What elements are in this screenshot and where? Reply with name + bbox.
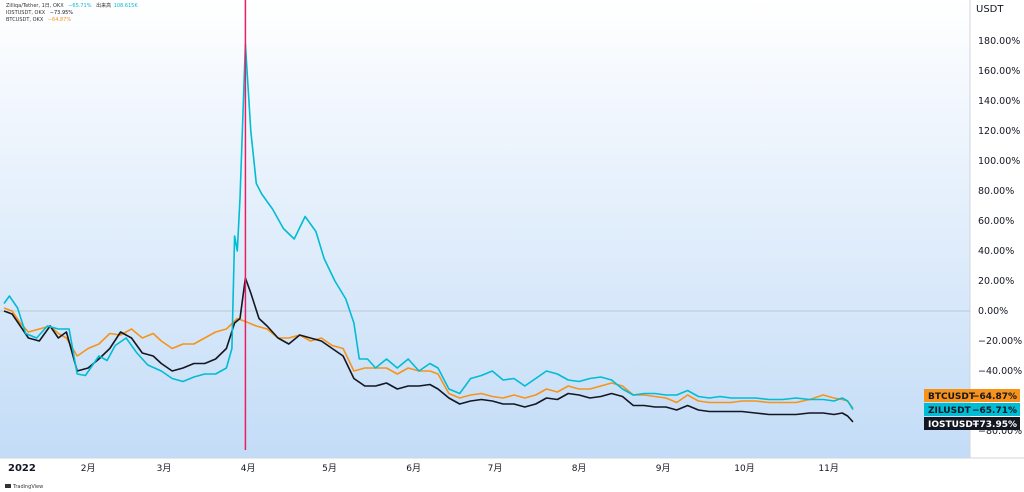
price-scale-background [970,0,1024,458]
series-line-iostusdt [3,277,854,423]
y-tick-label: 20.00% [978,276,1014,287]
badge-symbol: BTCUSDT [928,392,976,402]
badge-value: −73.95% [972,420,1017,430]
legend-volume-value: 108.615K [114,3,139,9]
x-tick-label: 5月 [322,463,337,474]
badge-background [924,389,1020,402]
legend-iost-value: −73.95% [50,10,74,16]
legend-line-iost: IOSTUSDT, OKX −73.95% [6,10,73,16]
badge-symbol: ZILUSDT [928,406,972,416]
y-tick-label: 100.00% [978,156,1020,167]
legend-volume-label: 出来高 [96,2,111,9]
y-axis: 180.00% 160.00% 140.00% 120.00% 100.00% 80.00… [978,36,1022,437]
legend-line-zil: Zilliqa/Tether, 1日, OKX −65.71% 出来高 108.… [6,2,138,9]
y-tick-label: −20.00% [978,336,1022,347]
legend-zil-value: −65.71% [68,3,92,9]
legend: Zilliqa/Tether, 1日, OKX −65.71% 出来高 108.… [6,2,138,23]
legend-line-btc: BTCUSDT, OKX −64.87% [6,17,71,23]
y-unit-label: USDT [976,4,1004,15]
y-tick-label: −40.00% [978,366,1022,377]
legend-zil-prefix: Zilliqa/Tether, 1日, OKX [6,3,64,9]
badge-value: −65.71% [972,406,1017,416]
x-tick-label: 2022 [8,463,36,474]
y-tick-label: 180.00% [978,36,1020,47]
y-tick-label: 0.00% [978,306,1008,317]
x-tick-label: 2月 [81,463,96,474]
x-tick-label: 10月 [734,463,754,474]
x-axis: 2022 2月 3月 4月 5月 6月 7月 8月 9月 10月 11月 [8,463,839,474]
x-tick-label: 9月 [656,463,671,474]
y-tick-label: 120.00% [978,126,1020,137]
badge-btcusdt: BTCUSDT−64.87% [924,389,1020,402]
y-tick-label: 160.00% [978,66,1020,77]
badge-iostusdt: IOSTUSDT−73.95% [924,417,1020,430]
y-tick-label: −80.00% [978,426,1022,437]
y-tick-label: 60.00% [978,216,1014,227]
legend-iost-prefix: IOSTUSDT, OKX [6,10,46,16]
badge-background [924,417,1020,430]
legend-btc-value: −64.87% [48,17,72,23]
badge-symbol: IOSTUSDT [928,420,980,430]
y-tick-label: 140.00% [978,96,1020,107]
badge-value: −64.87% [972,392,1017,402]
x-tick-label: 3月 [157,463,172,474]
tradingview-watermark: TradingView [5,484,43,490]
legend-btc-prefix: BTCUSDT, OKX [6,17,44,23]
time-scale-background [0,458,1024,492]
last-value-badges: BTCUSDT−64.87%ZILUSDT −65.71%IOSTUSDT−73.… [924,389,1020,430]
tradingview-logo-icon [5,484,11,488]
series-layer [3,43,854,423]
x-tick-label: 7月 [488,463,503,474]
x-tick-label: 4月 [241,463,256,474]
y-tick-label: 80.00% [978,186,1014,197]
plot-background [0,0,970,458]
badge-zilusdt: ZILUSDT −65.71% [924,403,1020,416]
x-tick-label: 6月 [406,463,421,474]
y-tick-label: 40.00% [978,246,1014,257]
x-tick-label: 8月 [572,463,587,474]
x-tick-label: 11月 [818,463,838,474]
tradingview-watermark-text: TradingView [12,484,43,490]
badge-background [924,403,1020,416]
series-line-zilusdt [3,43,854,411]
